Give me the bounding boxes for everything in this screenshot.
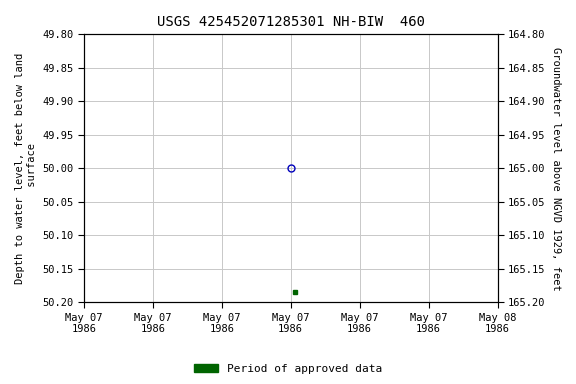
Y-axis label: Depth to water level, feet below land
 surface: Depth to water level, feet below land su… — [15, 53, 37, 284]
Title: USGS 425452071285301 NH-BIW  460: USGS 425452071285301 NH-BIW 460 — [157, 15, 425, 29]
Legend: Period of approved data: Period of approved data — [190, 359, 386, 379]
Y-axis label: Groundwater level above NGVD 1929, feet: Groundwater level above NGVD 1929, feet — [551, 46, 561, 290]
